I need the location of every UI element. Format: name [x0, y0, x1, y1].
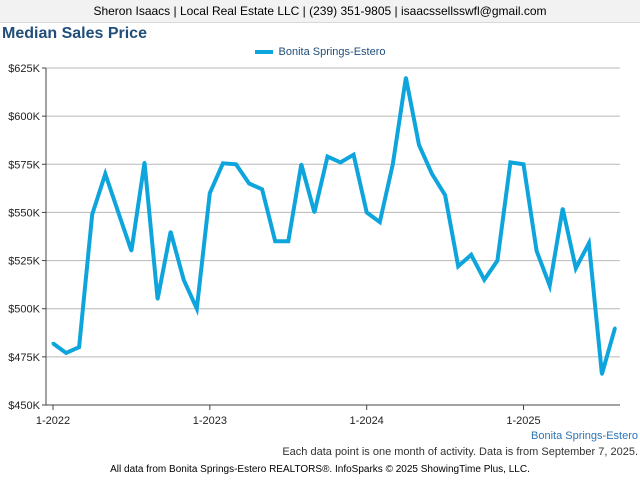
data-point — [561, 207, 565, 211]
legend: Bonita Springs-Estero — [0, 46, 640, 58]
data-point — [482, 278, 486, 282]
data-point — [613, 326, 617, 330]
data-point — [535, 249, 539, 253]
data-point — [430, 172, 434, 176]
y-tick-label: $450K — [8, 400, 40, 412]
data-point — [169, 230, 173, 234]
data-point — [417, 143, 421, 147]
data-point — [195, 307, 199, 311]
x-tick-label: 1-2022 — [36, 415, 70, 427]
data-point — [77, 345, 81, 349]
data-point — [312, 210, 316, 214]
data-point — [404, 76, 408, 80]
y-tick-label: $475K — [8, 352, 40, 364]
series-corner-label: Bonita Springs-Estero — [531, 430, 638, 442]
data-point — [339, 160, 342, 164]
footer-credit: All data from Bonita Springs-Estero REAL… — [110, 464, 530, 475]
series-line — [51, 77, 617, 375]
y-axis-ticks: $450K $475K $500K $525K $550K $575K $600K $625K — [8, 63, 46, 412]
data-point — [443, 193, 447, 197]
data-point — [352, 153, 356, 157]
data-point — [548, 284, 552, 288]
data-point — [156, 297, 160, 301]
contact-header: Sheron Isaacs | Local Real Estate LLC | … — [0, 0, 640, 23]
y-tick-label: $625K — [8, 63, 40, 75]
data-point — [600, 372, 604, 376]
data-point — [378, 220, 382, 224]
contact-line: Sheron Isaacs | Local Real Estate LLC | … — [93, 4, 547, 18]
data-point — [208, 191, 212, 195]
data-point — [522, 162, 525, 166]
data-point — [273, 239, 277, 243]
data-note: Each data point is one month of activity… — [282, 446, 638, 458]
y-tick-label: $525K — [8, 256, 40, 268]
data-point — [90, 212, 94, 216]
data-point — [286, 239, 290, 243]
data-point — [64, 351, 68, 355]
data-point — [326, 155, 329, 159]
data-point — [51, 341, 55, 345]
data-point — [103, 172, 107, 176]
data-point — [247, 182, 251, 185]
x-tick-label: 1-2024 — [350, 415, 384, 427]
data-point — [495, 259, 499, 263]
data-point — [587, 241, 591, 245]
data-point — [508, 160, 512, 164]
x-tick-label: 1-2023 — [193, 415, 227, 427]
data-point — [129, 249, 133, 253]
chart-title: Median Sales Price — [2, 25, 147, 42]
data-point — [365, 210, 369, 214]
data-point — [221, 161, 225, 165]
data-point — [299, 162, 303, 166]
y-tick-label: $600K — [8, 111, 40, 123]
data-point — [456, 264, 460, 268]
data-point — [260, 187, 264, 191]
data-point — [182, 278, 186, 282]
axes — [45, 68, 620, 406]
y-tick-label: $550K — [8, 207, 40, 219]
y-tick-label: $500K — [8, 304, 40, 316]
series-layer — [51, 76, 617, 376]
y-tick-label: $575K — [8, 159, 40, 171]
legend-label: Bonita Springs-Estero — [278, 46, 386, 58]
legend-swatch — [254, 50, 273, 54]
data-point — [143, 160, 146, 164]
data-point — [234, 162, 238, 166]
data-point — [116, 210, 120, 214]
x-axis-ticks: 1-2022 1-2023 1-2024 1-2025 — [36, 405, 541, 427]
data-point — [574, 266, 578, 270]
data-point — [469, 253, 473, 257]
data-point — [391, 162, 395, 166]
x-tick-label: 1-2025 — [506, 415, 540, 427]
